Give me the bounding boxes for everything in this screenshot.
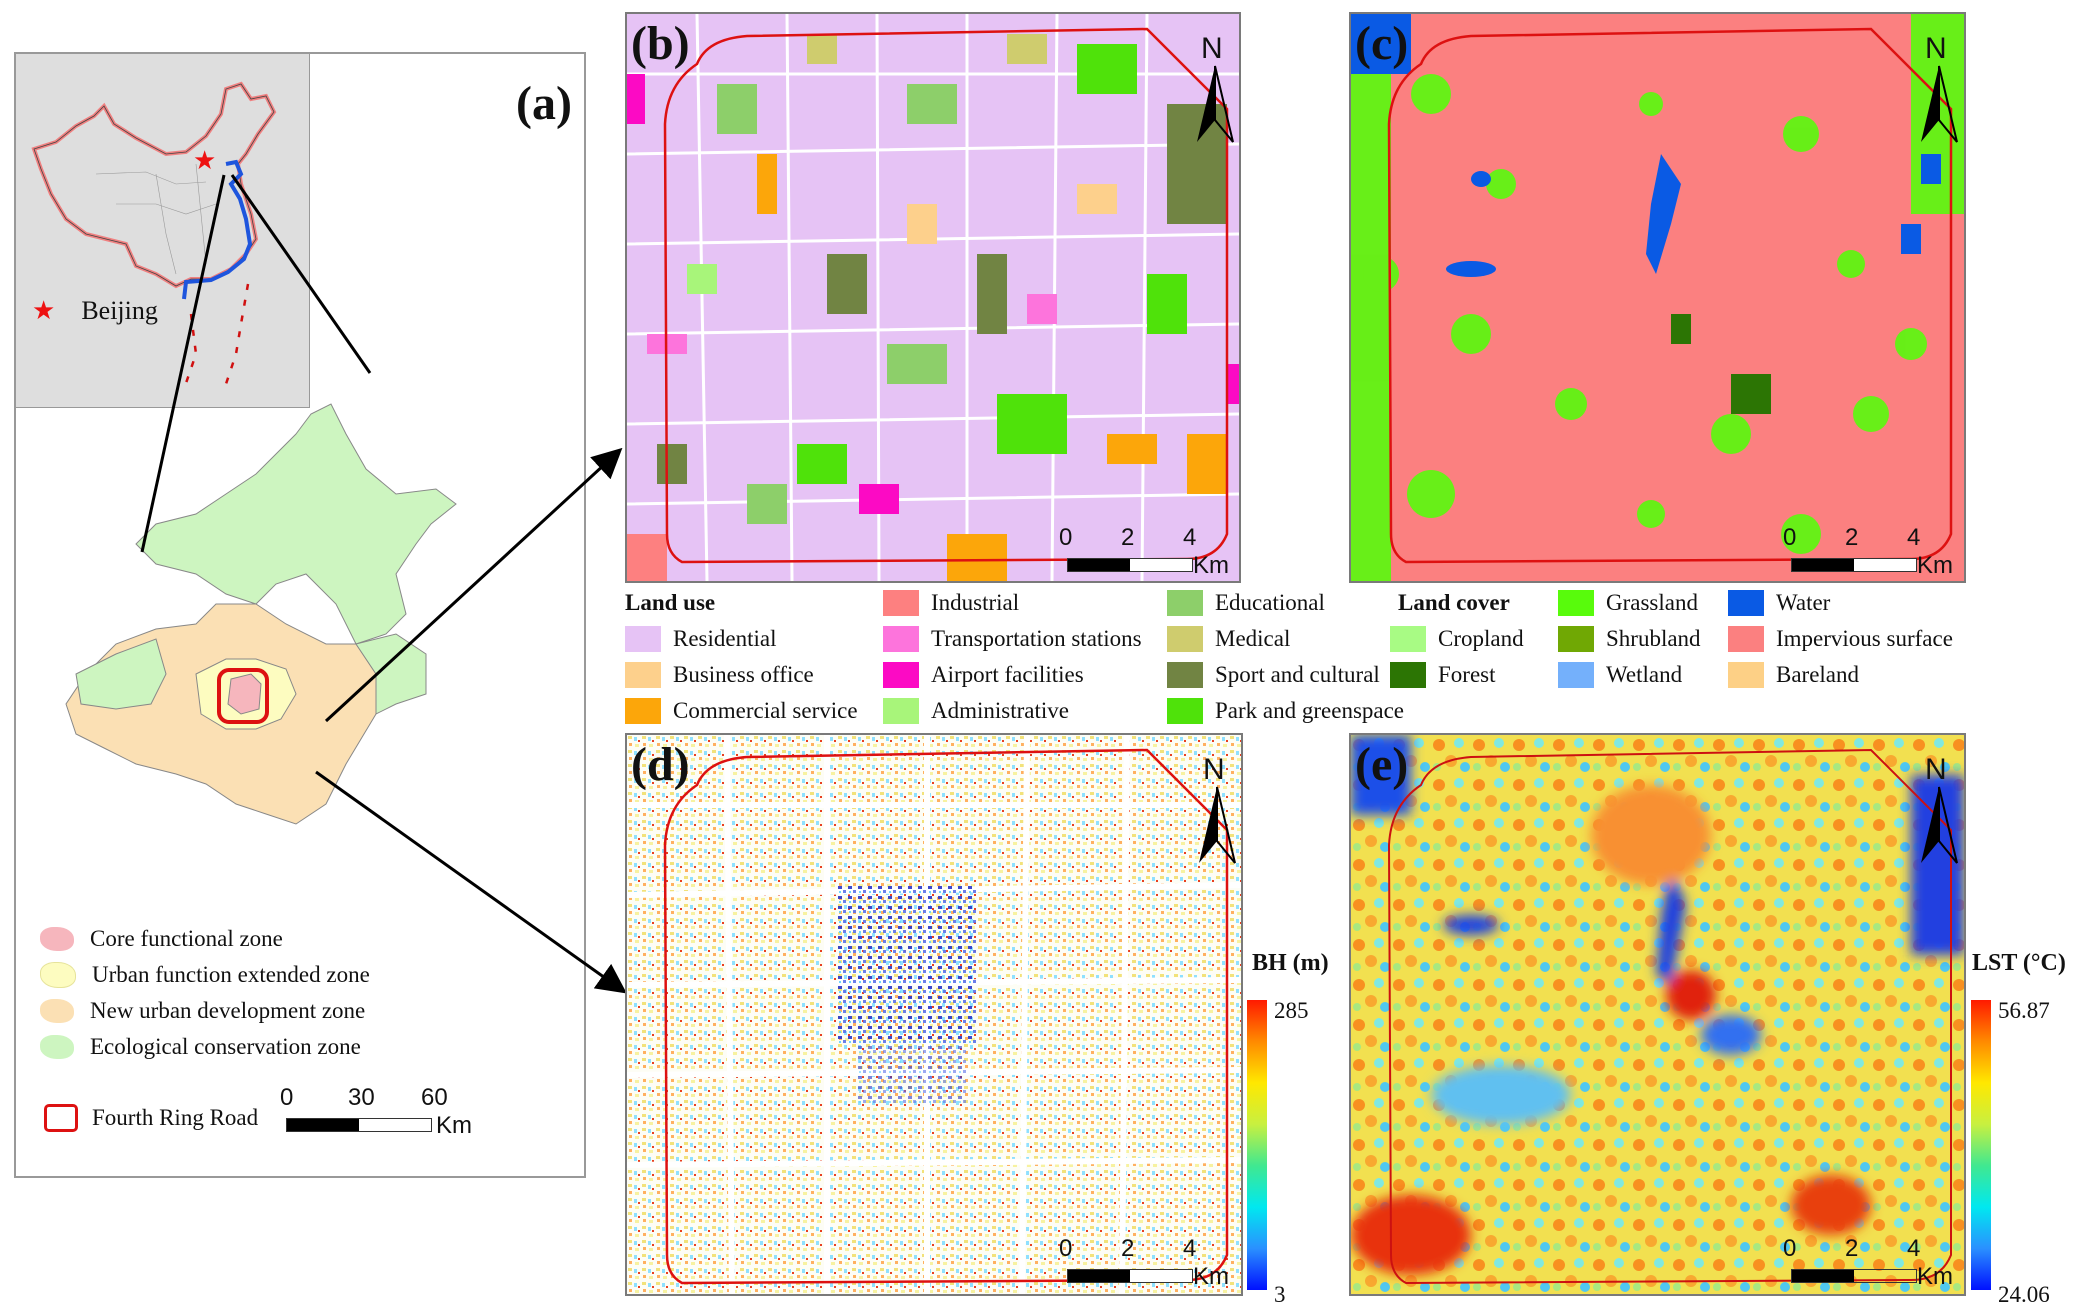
panel-a-label: (a) (516, 77, 572, 130)
scale-bar (286, 1118, 432, 1132)
swatch (1390, 662, 1426, 688)
swatch (883, 662, 919, 688)
swatch (1167, 698, 1203, 724)
swatch (1167, 626, 1203, 652)
bh-colorbar-min: 3 (1274, 1282, 1286, 1307)
north-arrow-icon: N (1917, 755, 1961, 865)
ring-road-label: Fourth Ring Road (92, 1105, 259, 1130)
swatch (625, 698, 661, 724)
swatch (1728, 626, 1764, 652)
ring-road-swatch (44, 1104, 78, 1132)
zone-legend-item: Core functional zone (40, 926, 283, 952)
land-use-map-image (627, 14, 1239, 581)
lst-map-image (1351, 735, 1964, 1294)
panel-d-building-height-map: (d) N 0 2 4 Km (625, 733, 1243, 1296)
legend-item-residential: Residential (625, 626, 776, 652)
zone-legend-item: New urban development zone (40, 998, 365, 1024)
zone-label: Ecological conservation zone (90, 1034, 361, 1059)
panel-d-scalebar: 0 2 4 Km (1059, 1235, 1229, 1290)
panel-c-label: (c) (1355, 17, 1409, 70)
lst-colorbar-min: 24.06 (1998, 1282, 2050, 1307)
land-use-legend-title: Land use (625, 590, 716, 615)
legend-item-sport-cultural: Sport and cultural (1167, 662, 1380, 688)
zone-extended-swatch (40, 962, 76, 988)
zone-label: Core functional zone (90, 926, 283, 951)
panel-b-land-use-map: (b) N 0 2 4 Km (625, 12, 1241, 583)
panel-e-label: (e) (1355, 738, 1409, 791)
legend-item-industrial: Industrial (883, 590, 1019, 616)
legend-item-park-greenspace: Park and greenspace (1167, 698, 1404, 724)
panel-c-scalebar: 0 2 4 Km (1783, 524, 1953, 579)
legend-item-airport-facilities: Airport facilities (883, 662, 1084, 688)
zone-new-urban-swatch (40, 999, 74, 1023)
scale-unit: Km (436, 1112, 472, 1139)
legend-item-educational: Educational (1167, 590, 1325, 616)
north-arrow-icon: N (1195, 755, 1239, 865)
zone-legend-item: Urban function extended zone (40, 962, 370, 988)
legend-item-cropland: Cropland (1390, 626, 1524, 652)
swatch (1728, 662, 1764, 688)
legend-item-grassland: Grassland (1558, 590, 1698, 616)
legend-item-forest: Forest (1390, 662, 1496, 688)
legend-item-water: Water (1728, 590, 1830, 616)
zone-core-swatch (40, 927, 74, 951)
beijing-label: Beijing (81, 296, 158, 325)
bh-colorbar-title: BH (m) (1252, 950, 1329, 976)
swatch (1558, 590, 1594, 616)
china-inset: ★ ★ Beijing (16, 54, 310, 408)
scale-tick: 30 (348, 1084, 375, 1111)
ring-road-legend: Fourth Ring Road (44, 1104, 258, 1132)
lst-colorbar-max: 56.87 (1998, 998, 2050, 1023)
legend-item-transportation-stations: Transportation stations (883, 626, 1142, 652)
legend-item-bareland: Bareland (1728, 662, 1859, 688)
scale-tick: 0 (280, 1084, 294, 1111)
zone-label: New urban development zone (90, 998, 366, 1023)
legend-item-business-office: Business office (625, 662, 814, 688)
swatch (625, 626, 661, 652)
north-arrow-icon: N (1917, 34, 1961, 144)
panel-c-land-cover-map: (c) N 0 2 4 Km (1349, 12, 1966, 583)
swatch (1167, 590, 1203, 616)
swatch (883, 590, 919, 616)
legend-item-impervious-surface: Impervious surface (1728, 626, 1953, 652)
star-icon: ★ (32, 296, 56, 326)
legend-item-administrative: Administrative (883, 698, 1069, 724)
panel-b-label: (b) (631, 17, 690, 70)
zone-label: Urban function extended zone (92, 962, 370, 987)
beijing-district-map (65, 403, 457, 825)
zone-ecological-swatch (40, 1035, 74, 1059)
building-height-map-image (627, 735, 1241, 1294)
swatch (1728, 590, 1764, 616)
bh-colorbar-max: 285 (1274, 998, 1309, 1023)
swatch (1390, 626, 1426, 652)
panel-e-lst-map: (e) N 0 2 4 Km (1349, 733, 1966, 1296)
panel-a-scalebar: 0 30 60 Km (280, 1084, 506, 1144)
panel-a-frame: ★ ★ Beijing (a) Core functional zone Urb… (14, 52, 586, 1178)
zone-legend-item: Ecological conservation zone (40, 1034, 361, 1060)
beijing-legend: ★ Beijing (32, 296, 158, 326)
legend-item-wetland: Wetland (1558, 662, 1682, 688)
land-cover-legend-title: Land cover (1398, 590, 1510, 615)
bh-colorbar (1247, 1000, 1267, 1290)
swatch (1558, 626, 1594, 652)
north-arrow-icon: N (1193, 34, 1237, 144)
china-outline-map: ★ (31, 81, 277, 390)
lst-colorbar (1971, 1000, 1991, 1290)
legend-item-commercial-service: Commercial service (625, 698, 858, 724)
panel-d-label: (d) (631, 738, 690, 791)
swatch (625, 662, 661, 688)
scale-tick: 60 (421, 1084, 448, 1111)
beijing-star-icon: ★ (193, 146, 216, 176)
panel-e-scalebar: 0 2 4 Km (1783, 1235, 1953, 1290)
lst-colorbar-title: LST (°C) (1972, 950, 2066, 976)
legend-item-shrubland: Shrubland (1558, 626, 1701, 652)
swatch (1167, 662, 1203, 688)
swatch (883, 698, 919, 724)
swatch (1558, 662, 1594, 688)
swatch (883, 626, 919, 652)
legend-item-medical: Medical (1167, 626, 1290, 652)
land-cover-map-image (1351, 14, 1964, 581)
panel-b-scalebar: 0 2 4 Km (1059, 524, 1229, 579)
